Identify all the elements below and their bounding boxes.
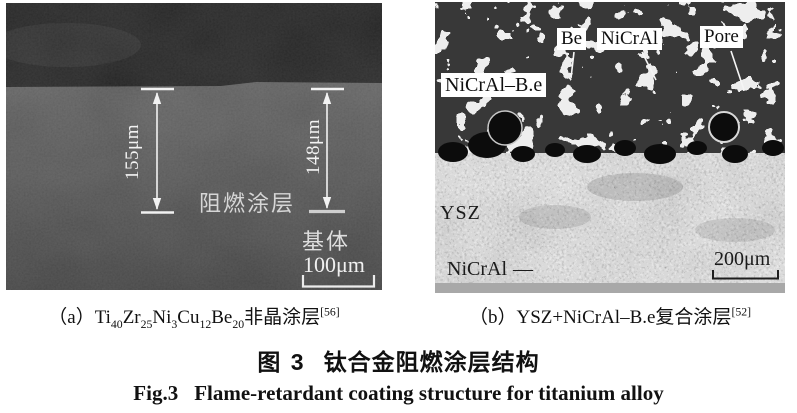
substrate-strip bbox=[435, 283, 785, 293]
figure-title-en: Fig.3 Flame-retardant coating structure f… bbox=[0, 381, 797, 406]
be-leader-line bbox=[570, 51, 575, 79]
nicral-label: NiCrAl bbox=[597, 28, 662, 50]
scalebar-a-label: 100μm bbox=[303, 252, 365, 277]
figure-number-en: Fig.3 bbox=[133, 381, 179, 405]
texture-grain bbox=[6, 3, 382, 290]
scalebar-b-bracket bbox=[712, 270, 779, 280]
caption-a-index: （a） bbox=[48, 307, 95, 328]
pore-label: Pore bbox=[700, 26, 743, 48]
figure-title-zh-text: 钛合金阻燃涂层结构 bbox=[323, 349, 540, 375]
dimension-arrow-right bbox=[309, 87, 345, 214]
caption-b-index: （b） bbox=[468, 307, 517, 328]
figure-title-zh: 图 3 钛合金阻燃涂层结构 bbox=[0, 343, 797, 377]
nicral-bondcoat-dash: — bbox=[513, 258, 533, 280]
ysz-label: YSZ bbox=[440, 202, 481, 224]
caption-a-reference: [56] bbox=[320, 305, 340, 319]
nicral-leader-line bbox=[641, 51, 657, 81]
figure-title-en-text: Flame-retardant coating structure for ti… bbox=[194, 381, 664, 405]
substrate-label: 基体 bbox=[302, 229, 351, 254]
pore-blobs bbox=[438, 110, 784, 164]
nicral-be-label: NiCrAl–B.e bbox=[441, 73, 547, 97]
scalebar-b-label: 200μm bbox=[714, 248, 771, 270]
thickness-label-155: 155μm bbox=[122, 124, 143, 180]
pore-leader-line bbox=[730, 50, 745, 91]
dimension-arrow-left bbox=[141, 87, 174, 214]
caption-b-reference: [52] bbox=[731, 305, 752, 319]
coating-label: 阻燃涂层 bbox=[199, 191, 296, 216]
scalebar-a-bracket bbox=[301, 275, 376, 288]
caption-b: （b）YSZ+NiCrAl–B.e复合涂层[52] bbox=[468, 305, 752, 328]
nicral-bondcoat-label: NiCrAl — bbox=[447, 258, 533, 281]
be-label: Be bbox=[557, 28, 587, 50]
micrograph-panel-a: 155μm 148μm 阻燃涂层 基体 100μm bbox=[6, 3, 382, 290]
nicral-bondcoat-text: NiCrAl bbox=[447, 258, 507, 280]
leader-lines bbox=[570, 50, 745, 91]
micrograph-panel-b: Be NiCrAl Pore NiCrAl–B.e YSZ NiCrAl — 20… bbox=[435, 2, 785, 293]
figure-number-zh: 图 3 bbox=[257, 349, 306, 375]
micrograph-b-image bbox=[435, 2, 785, 293]
caption-a: （a）Ti40Zr25Ni3Cu12Be20非晶涂层[56] bbox=[48, 305, 340, 331]
ysz-shading bbox=[519, 173, 775, 242]
thickness-label-148: 148μm bbox=[303, 119, 324, 175]
micrograph-a-image bbox=[6, 3, 382, 290]
